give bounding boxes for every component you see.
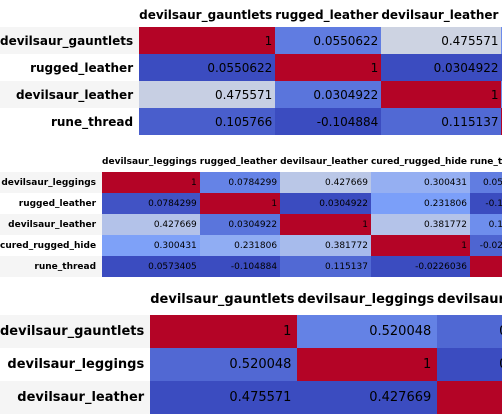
heatmap-cell: 0.0304922 [199,214,281,235]
column-header: rugged_leather [275,2,382,27]
heatmap-cell: 0.0304922 [275,81,382,108]
heatmap-cell: 0.300431 [102,235,200,256]
column-header: devilsaur_leggings [102,152,200,172]
row-header: devilsaur_gauntlets [0,27,140,54]
table-row: rugged_leather 0.0784299 1 0.0304922 0.23180… [0,193,502,214]
heatmap-cell: 0.427669 [280,172,371,193]
column-header: devilsaur_leggings [297,283,438,315]
heatmap-cell: 0.427669 [102,214,200,235]
corner-header [0,2,139,27]
heatmap-cell: -0.104884 [275,108,382,135]
heatmap-cell: 0.0573405 [470,172,502,193]
heatmap-cell: 0.381772 [370,214,470,235]
heatmap-cell: 0.115137 [470,214,502,235]
heatmap-cell: 1 [280,214,371,235]
table-row: rune_thread 0.0573405 -0.104884 0.115137 -0.… [0,256,502,277]
column-header: rugged_leather [199,152,281,172]
row-header: devilsaur_gauntlets [0,315,151,348]
correlation-table-3: devilsaur_gauntlets devilsaur_leggings dev… [0,283,502,414]
heatmap-cell: 0.0573405 [102,256,200,277]
heatmap-cell: 0.300431 [370,172,470,193]
heatmap-cell: 1 [370,235,470,256]
heatmap-cell: 0.475571 [381,27,502,54]
row-header: rugged_leather [0,54,140,81]
heatmap-cell: 0.115137 [381,108,502,135]
heatmap-cell: 0.105766 [139,108,276,135]
corner-header [0,283,150,315]
heatmap-cell: 1 [470,256,502,277]
row-header: devilsaur_leather [0,81,140,108]
row-header: devilsaur_leggings [0,172,103,193]
heatmap-cell: 1 [199,193,281,214]
column-header: devilsaur_leather [437,283,502,315]
table-row: rugged_leather0.055062210.0304922-0.1048… [0,54,502,81]
heatmap-cell: 1 [297,348,438,381]
heatmap-cell: 0.475571 [437,315,502,348]
heatmap-cell: 0.427669 [297,381,438,414]
row-header: rune_thread [0,108,140,135]
heatmap-cell: 0.0304922 [381,54,502,81]
column-header: devilsaur_gauntlets [139,2,276,27]
heatmap-cell: 0.520048 [150,348,298,381]
row-header: devilsaur_leather [0,214,103,235]
heatmap-cell: 1 [150,315,298,348]
heatmap-cell: 0.0784299 [199,172,281,193]
heatmap-cell: -0.104884 [470,193,502,214]
heatmap-cell: 0.427669 [437,348,502,381]
heatmap-cell: 1 [102,172,200,193]
heatmap-cell: 0.475571 [150,381,298,414]
table-row: devilsaur_gauntlets10.05506220.4755710.1… [0,27,502,54]
row-header: rugged_leather [0,193,103,214]
heatmap-cell: 0.0550622 [139,54,276,81]
correlation-table-2: devilsaur_leggings rugged_leather devilsau… [0,152,502,277]
heatmap-cell: 0.475571 [139,81,276,108]
heatmap-cell: -0.104884 [199,256,281,277]
table-row: devilsaur_leggings 1 0.0784299 0.427669 0.30… [0,172,502,193]
row-header: rune_thread [0,256,103,277]
row-header: devilsaur_leggings [0,348,151,381]
table-row: devilsaur_leather0.4755710.030492210.115… [0,81,502,108]
heatmap-cell: 0.0304922 [280,193,371,214]
correlation-table-1: devilsaur_gauntlets rugged_leather devilsa… [0,2,502,135]
heatmap-cell: 1 [275,54,382,81]
row-header: devilsaur_leather [0,381,151,414]
column-header: devilsaur_leather [280,152,371,172]
heatmap-cell: 1 [381,81,502,108]
heatmap-cell: 0.0550622 [275,27,382,54]
column-header: rune_thread [470,152,502,172]
heatmap-cell: 1 [437,381,502,414]
table-row: devilsaur_leather 0.427669 0.0304922 1 0.381… [0,214,502,235]
table-row: cured_rugged_hide 0.300431 0.231806 0.38177… [0,235,502,256]
row-header: cured_rugged_hide [0,235,103,256]
heatmap-cell: -0.0226036 [370,256,470,277]
column-header: devilsaur_leather [381,2,502,27]
heatmap-cell: 0.231806 [199,235,281,256]
heatmap-cell: 1 [139,27,276,54]
heatmap-cell: -0.0226036 [470,235,502,256]
heatmap-cell: 0.115137 [280,256,371,277]
column-header: devilsaur_gauntlets [150,283,298,315]
column-header: cured_rugged_hide [370,152,470,172]
heatmap-cell: 0.520048 [297,315,438,348]
heatmap-cell: 0.0784299 [102,193,200,214]
heatmap-cell: 0.231806 [370,193,470,214]
corner-header [0,152,102,172]
heatmap-cell: 0.381772 [280,235,371,256]
